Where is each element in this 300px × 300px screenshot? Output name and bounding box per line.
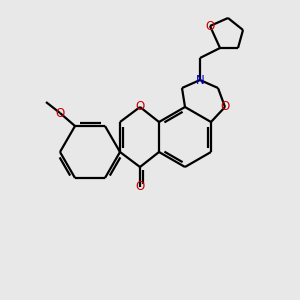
Text: O: O [220, 100, 230, 113]
Text: O: O [135, 181, 145, 194]
Text: O: O [56, 106, 64, 119]
Text: O: O [135, 100, 145, 113]
Text: O: O [206, 20, 214, 32]
Text: N: N [196, 74, 204, 86]
